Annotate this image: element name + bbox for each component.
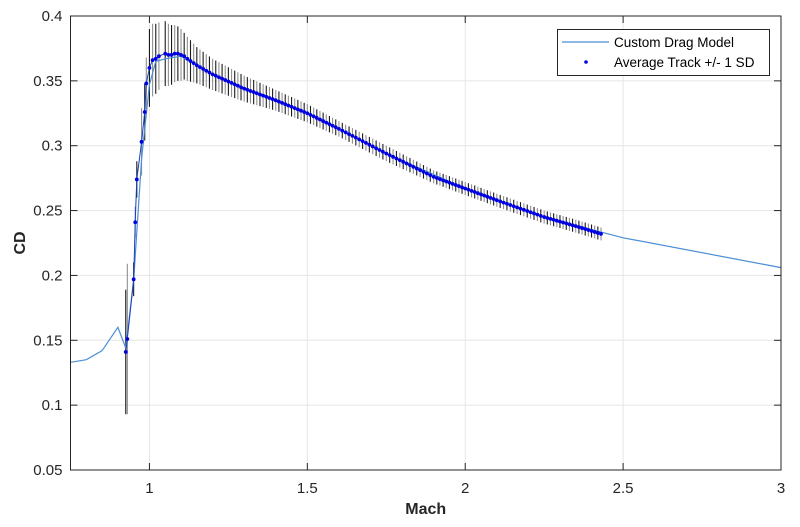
x-tick-label: 3 bbox=[777, 480, 785, 497]
grid-lines bbox=[70, 16, 781, 470]
axis-ticks bbox=[70, 15, 782, 471]
x-axis-label: Mach bbox=[405, 501, 446, 518]
y-tick-label: 0.35 bbox=[33, 73, 62, 90]
legend-label-average-track: Average Track +/- 1 SD bbox=[614, 55, 755, 70]
x-tick-labels: 1 1.5 2 2.5 3 bbox=[145, 480, 785, 497]
y-tick-label: 0.25 bbox=[33, 203, 62, 220]
average-track-markers bbox=[123, 51, 603, 354]
legend-box bbox=[557, 29, 770, 76]
axes-box bbox=[70, 15, 782, 471]
y-tick-label: 0.1 bbox=[42, 397, 63, 414]
y-axis-label: CD bbox=[12, 231, 29, 254]
y-tick-labels: 0.05 0.1 0.15 0.2 0.25 0.3 0.35 0.4 bbox=[33, 8, 62, 479]
legend[interactable]: Custom Drag Model Average Track +/- 1 SD bbox=[557, 29, 770, 76]
legend-label-custom-drag-model: Custom Drag Model bbox=[614, 35, 734, 50]
y-tick-label: 0.3 bbox=[42, 138, 63, 155]
y-tick-label: 0.05 bbox=[33, 462, 62, 479]
x-tick-label: 2 bbox=[461, 480, 469, 497]
plot-area bbox=[70, 15, 782, 471]
y-tick-label: 0.2 bbox=[42, 267, 63, 284]
legend-marker-icon bbox=[584, 60, 588, 64]
x-tick-label: 1 bbox=[145, 480, 153, 497]
y-tick-label: 0.4 bbox=[42, 8, 63, 25]
axes-background bbox=[70, 16, 781, 470]
y-tick-label: 0.15 bbox=[33, 332, 62, 349]
x-tick-label: 2.5 bbox=[613, 480, 634, 497]
x-tick-label: 1.5 bbox=[297, 480, 318, 497]
